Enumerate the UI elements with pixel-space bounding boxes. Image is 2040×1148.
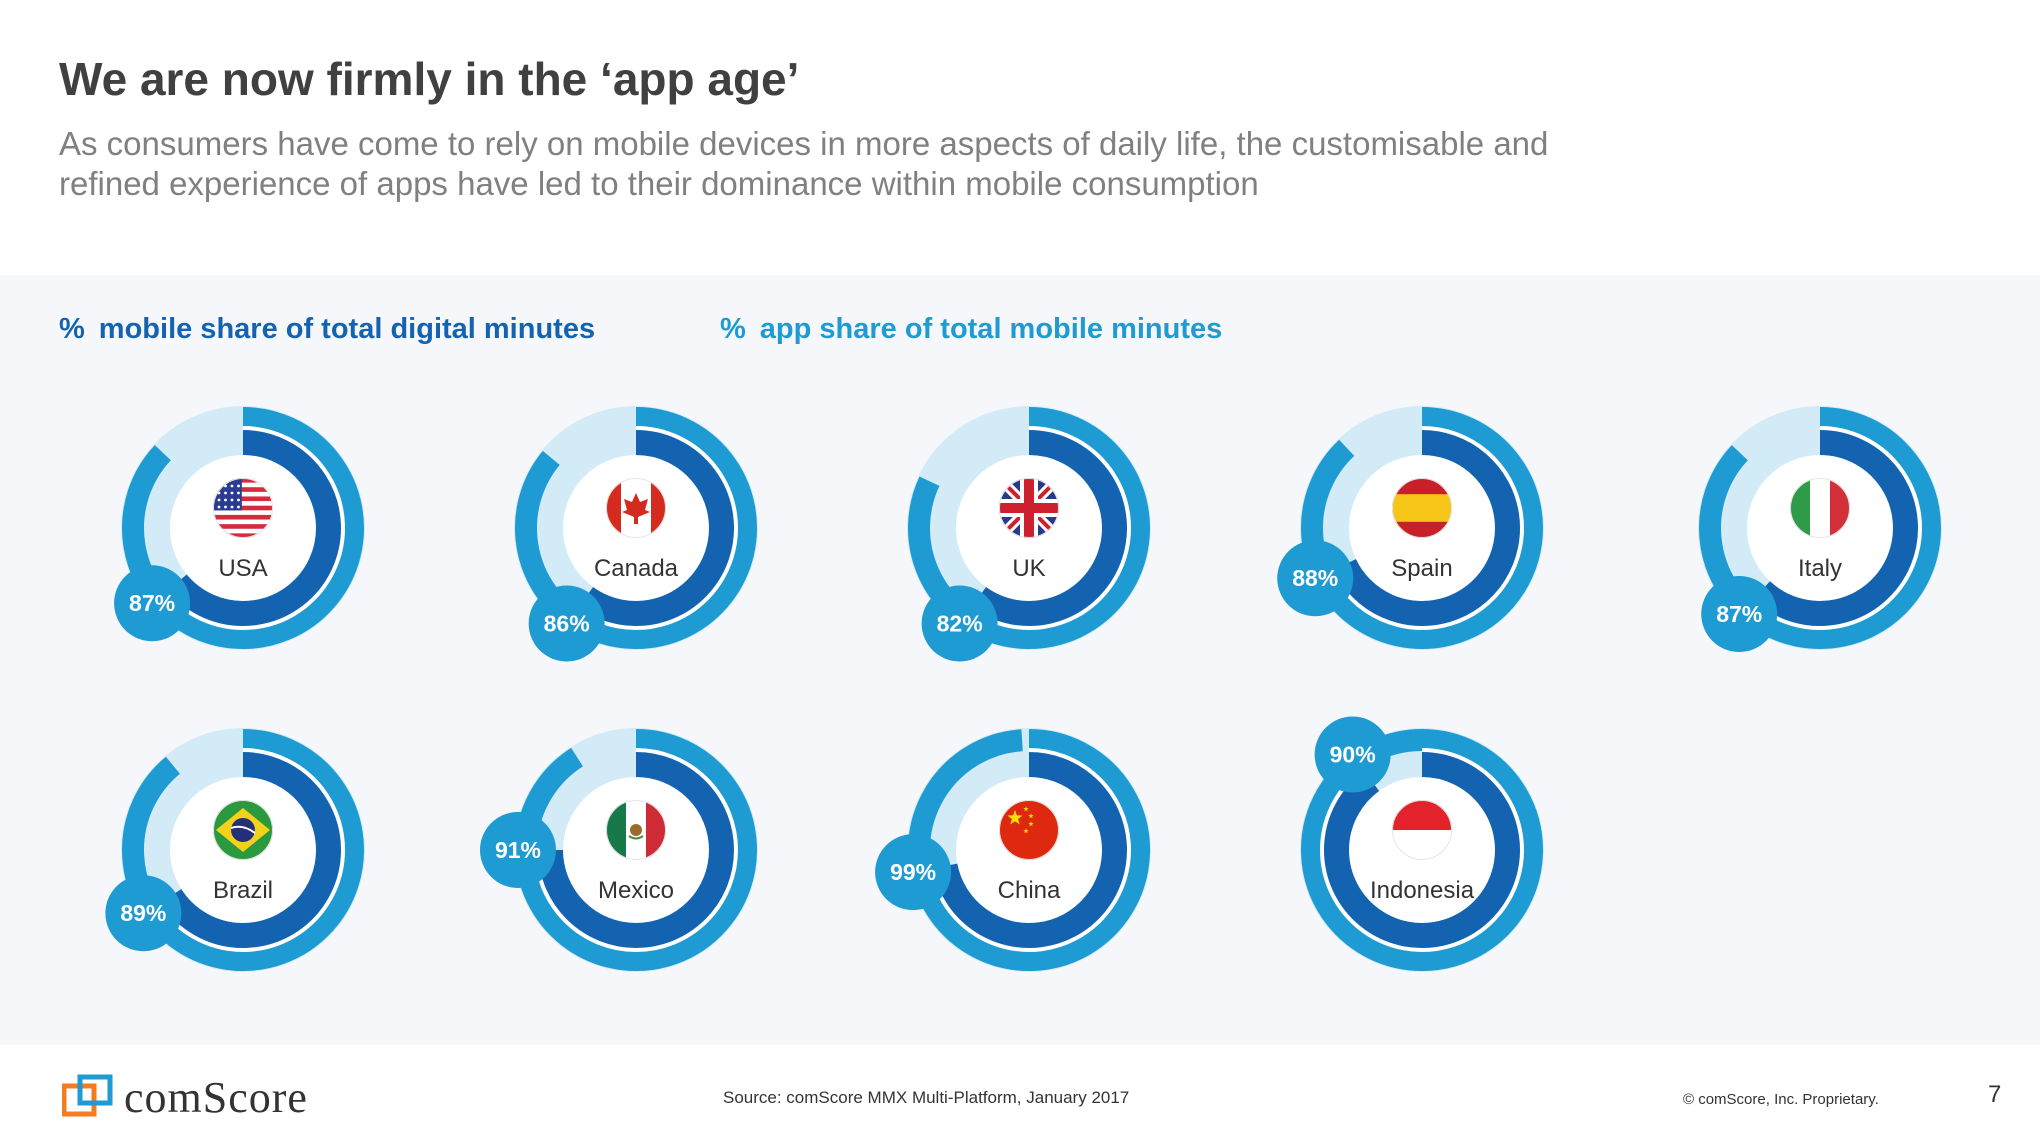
app-share-arc [908, 407, 1150, 649]
country-name-label: Mexico [598, 877, 674, 904]
usa-flag [213, 478, 273, 538]
country-donut-italy: Italy 87% [1698, 406, 1942, 653]
app-share-arc [122, 729, 364, 971]
country-donut-usa: USA 87% [114, 406, 365, 650]
app-share-value-label: 90% [1330, 742, 1376, 768]
mobile-share-arc [969, 427, 1130, 629]
app-share-arc [1301, 729, 1543, 971]
mobile-share-arc [1321, 749, 1523, 951]
app-share-arc [908, 729, 1151, 971]
mobile-share-arc [929, 749, 1130, 951]
mobile-share-arc [535, 749, 737, 951]
ring-separator [164, 426, 345, 630]
legend-app-label: app share of total mobile minutes [759, 313, 1223, 345]
page-title: We are now firmly in the ‘app age’ [59, 53, 800, 105]
legend-app-percent-sign: % [720, 313, 746, 345]
app-share-value-label: 87% [1716, 601, 1762, 627]
mobile-share-arc [165, 427, 344, 629]
country-name-label: China [998, 877, 1061, 904]
mobile-share-arc [1330, 427, 1523, 629]
legend-mobile-label: mobile share of total digital minutes [98, 313, 596, 345]
country-donut-indonesia: Indonesia 90% [1300, 716, 1544, 972]
app-share-value-label: 86% [544, 610, 590, 636]
country-donut-canada: Canada 86% [514, 406, 758, 662]
legend-mobile-share: % mobile share of total digital minutes [59, 313, 595, 346]
app-share-arc [1699, 407, 1941, 649]
app-share-value-label: 87% [129, 590, 175, 616]
app-share-value-label: 88% [1292, 565, 1338, 591]
country-donut-brazil: Brazil 89% [105, 728, 365, 972]
mobile-share-arc [576, 427, 737, 629]
country-name-label: Canada [594, 555, 679, 582]
app-share-badge: 90% [1314, 716, 1391, 793]
brazil-flag [213, 800, 273, 860]
comscore-logo-icon [62, 1074, 113, 1117]
copyright-note: © comScore, Inc. Proprietary. [1683, 1091, 1879, 1108]
ring-separator [576, 426, 738, 630]
legend-app-share: % app share of total mobile minutes [720, 313, 1222, 346]
app-share-badge: 87% [1701, 576, 1778, 653]
app-share-arc [515, 407, 757, 649]
country-name-label: Italy [1798, 555, 1842, 582]
app-share-value-label: 91% [495, 837, 541, 863]
app-share-badge: 89% [105, 875, 182, 952]
app-share-arc [1301, 407, 1543, 649]
mobile-share-arc [1750, 427, 1921, 629]
ring-separator [1320, 748, 1524, 952]
app-share-badge: 88% [1277, 540, 1354, 617]
app-share-value-label: 99% [890, 859, 936, 885]
country-donut-uk: UK 82% [907, 406, 1151, 662]
country-name-label: USA [218, 555, 267, 582]
source-note: Source: comScore MMX Multi-Platform, Jan… [723, 1088, 1130, 1107]
country-name-label: Indonesia [1370, 877, 1475, 904]
page-subtitle: As consumers have come to rely on mobile… [59, 125, 1549, 202]
app-share-badge: 82% [921, 585, 998, 662]
ring-separator [1329, 426, 1524, 630]
country-donut-spain: Spain 88% [1277, 406, 1544, 650]
ring-separator [1750, 426, 1922, 630]
app-share-arc [122, 407, 364, 649]
app-share-badge: 99% [875, 834, 952, 911]
country-donut-china: China 99% [875, 728, 1151, 972]
country-name-label: UK [1012, 555, 1045, 582]
ring-separator [534, 748, 738, 952]
comscore-logo-text: comScore [124, 1073, 308, 1122]
ring-separator [928, 748, 1131, 952]
app-share-value-label: 82% [937, 610, 983, 636]
legend-mobile-percent-sign: % [59, 313, 85, 345]
china-flag [999, 800, 1059, 860]
app-share-badge: 86% [528, 585, 605, 662]
ring-separator [969, 426, 1131, 630]
mobile-share-arc [157, 749, 344, 951]
uk-flag [999, 478, 1059, 538]
app-share-badge: 87% [114, 565, 191, 642]
country-name-label: Spain [1391, 555, 1452, 582]
spain-flag [1392, 478, 1452, 538]
ring-separator [156, 748, 346, 952]
page-number: 7 [1988, 1081, 2002, 1108]
app-share-value-label: 89% [120, 900, 166, 926]
country-name-label: Brazil [213, 877, 273, 904]
country-donut-mexico: Mexico 91% [480, 728, 758, 972]
app-share-badge: 91% [480, 812, 556, 888]
